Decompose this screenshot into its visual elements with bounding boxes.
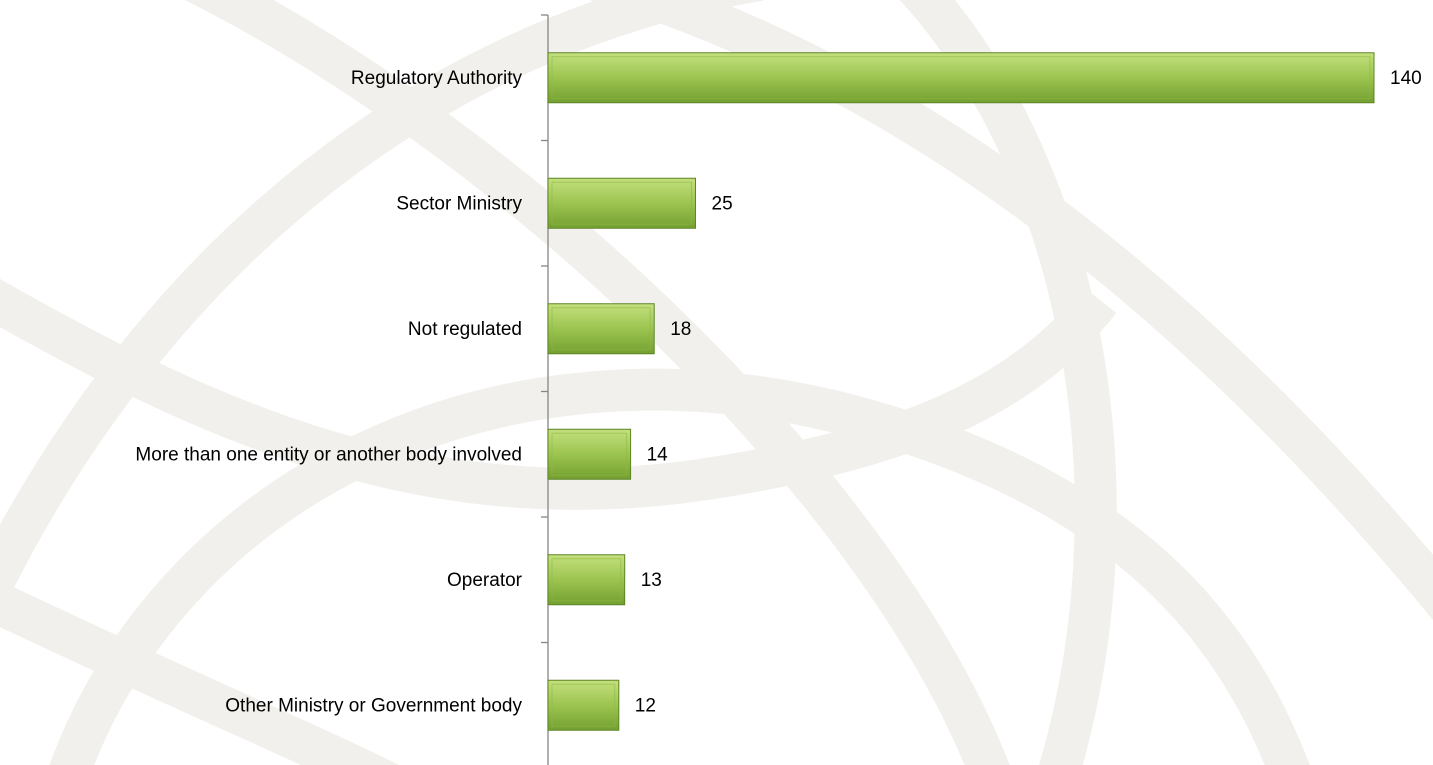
category-label: Regulatory Authority <box>351 68 523 89</box>
bar <box>547 428 632 480</box>
value-label: 18 <box>670 319 691 340</box>
plot-area: Regulatory Authority 140 Sector Ministry 25… <box>135 14 1422 765</box>
category-label: Not regulated <box>408 319 522 340</box>
value-label: 13 <box>641 570 662 591</box>
value-label: 25 <box>712 193 733 214</box>
category-label: Other Ministry or Government body <box>225 695 522 716</box>
category-label: Operator <box>447 570 523 591</box>
value-label: 140 <box>1390 68 1422 89</box>
value-label: 14 <box>647 444 669 465</box>
bar-bevel <box>551 432 628 476</box>
bar <box>547 177 696 229</box>
bar <box>547 303 655 355</box>
bar-bevel <box>551 558 622 602</box>
bar-bevel <box>551 56 1371 100</box>
category-label: Sector Ministry <box>396 193 522 214</box>
bar <box>547 679 620 731</box>
bar-bevel <box>551 683 616 727</box>
bar-bevel <box>551 307 651 351</box>
bar <box>547 554 626 606</box>
category-label: More than one entity or another body inv… <box>135 444 522 465</box>
value-label: 12 <box>635 695 656 716</box>
bar-bevel <box>551 181 692 225</box>
bar <box>547 52 1375 104</box>
